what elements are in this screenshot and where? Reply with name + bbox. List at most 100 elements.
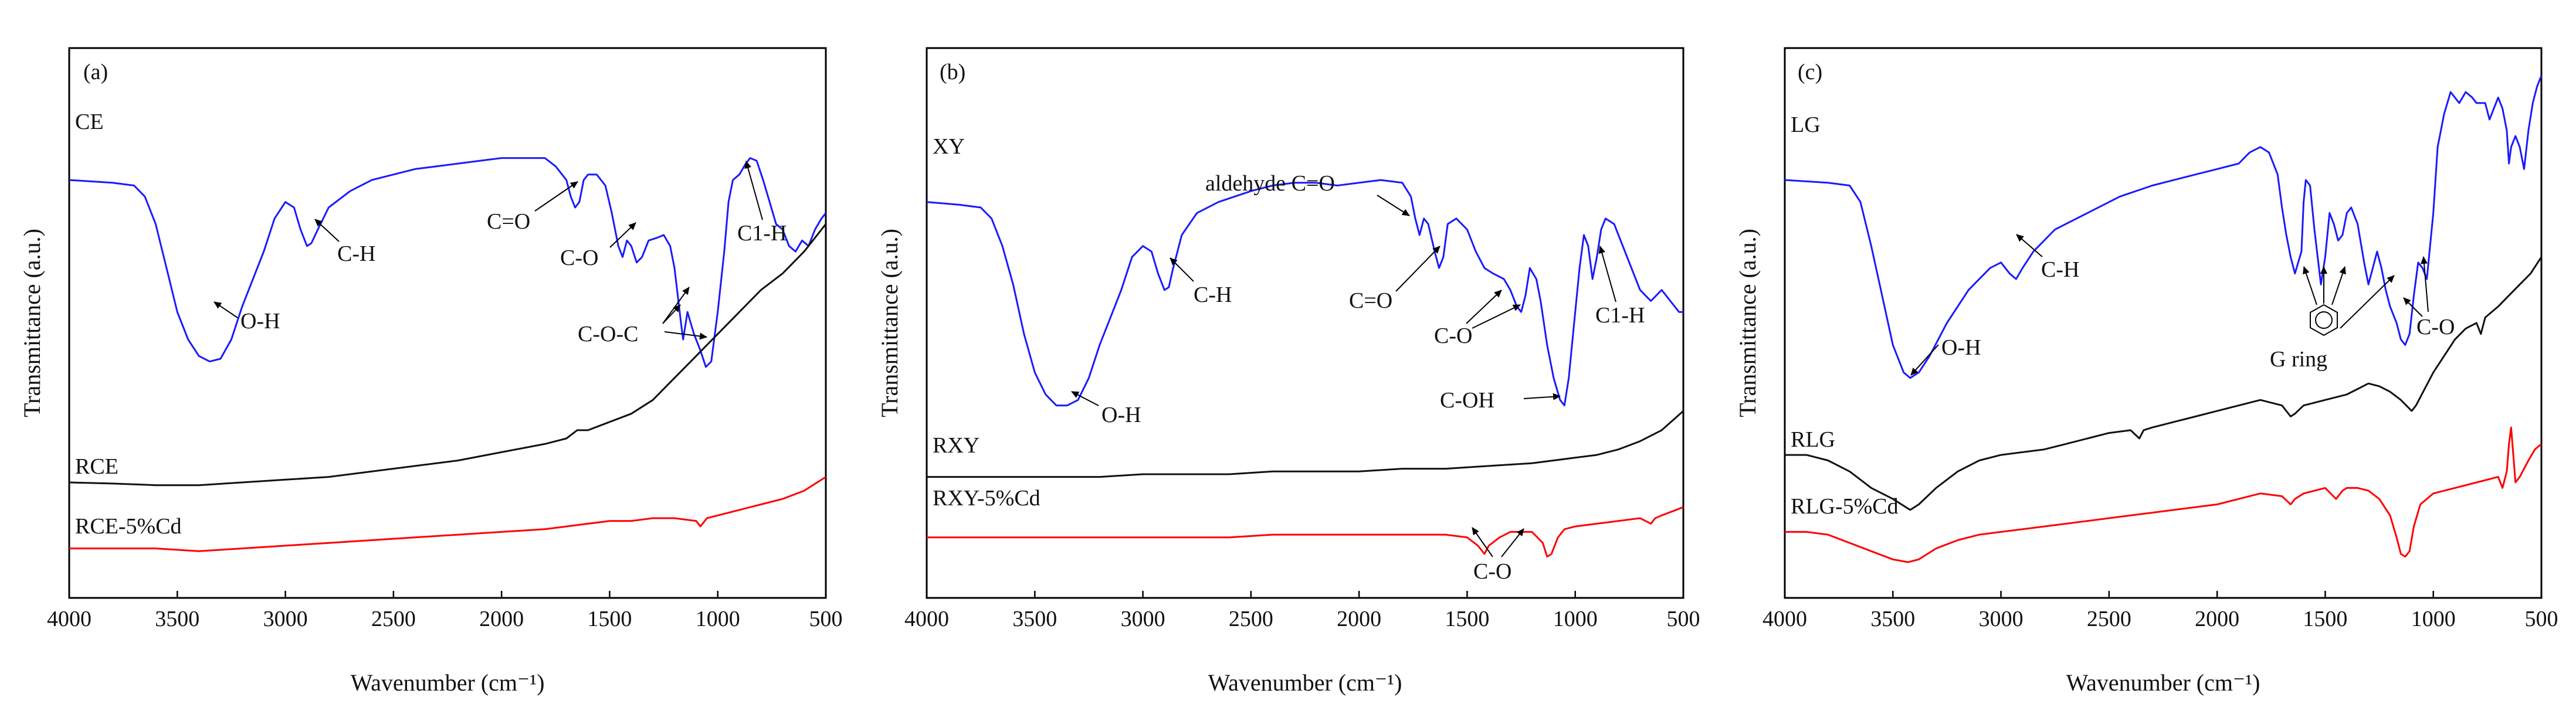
series-group-c [1784, 75, 2543, 563]
arrow-c1h-a [744, 161, 763, 220]
x-ticks-b: 4000 3500 3000 2500 2000 1500 1000 500 [904, 591, 1700, 631]
arrow-ch-c [2016, 234, 2043, 257]
curve-label-rce: RCE [75, 454, 118, 479]
x-ticks-c: 4000 3500 3000 2500 2000 1500 1000 500 [1762, 591, 2558, 631]
x-tick-label: 2500 [2087, 607, 2131, 631]
curve-label-lg: LG [1791, 113, 1821, 137]
arrow-gring-c-4 [2340, 275, 2395, 329]
arrow-co-b-2 [1472, 304, 1521, 329]
x-tick-label: 4000 [47, 607, 91, 631]
annotation-ch-a: C-H [337, 242, 375, 266]
benzene-ring-icon [2310, 304, 2338, 336]
x-tick-label: 1000 [2411, 607, 2456, 631]
annotation-co-b: C-O [1434, 324, 1472, 348]
panel-label-a: (a) [83, 60, 108, 84]
x-tick-label: 3500 [1012, 607, 1057, 631]
arrow-co-bottom-b-1 [1472, 527, 1493, 557]
arrow-coh-b [1523, 393, 1561, 400]
arrow-co-c-2 [2421, 256, 2429, 312]
annotation-aldehyde-b: aldehyde C=O [1205, 171, 1335, 196]
annotation-oh-a: O-H [240, 309, 280, 334]
panel-b: 4000 3500 3000 2500 2000 1500 1000 500 (b) Wave… [876, 47, 1700, 696]
arrow-gring-c-3 [2331, 266, 2346, 305]
arrow-ch-b [1170, 257, 1194, 282]
x-axis-title-c: Wavenumber (cm⁻¹) [2066, 669, 2260, 696]
annotation-coh-b: C-OH [1440, 388, 1494, 413]
panel-label-c: (c) [1798, 60, 1822, 84]
annotation-co-double-b: C=O [1349, 288, 1392, 313]
x-tick-label: 2500 [1229, 607, 1273, 631]
x-tick-label: 500 [2525, 607, 2558, 631]
plot-frame-c [1784, 47, 2543, 599]
x-tick-label: 2000 [479, 607, 524, 631]
x-axis-title-a: Wavenumber (cm⁻¹) [351, 669, 545, 696]
curve-label-rce-5cd: RCE-5%Cd [75, 514, 182, 539]
annotation-coc-a: C-O-C [578, 322, 638, 346]
arrow-co-b-1 [1466, 290, 1502, 324]
arrow-co-bottom-b-2 [1501, 528, 1524, 557]
annotation-oh-c: O-H [1941, 335, 1981, 360]
annotation-co-a: C-O [560, 246, 598, 270]
series-line-lg [1784, 75, 2543, 379]
x-tick-label: 2000 [1337, 607, 1381, 631]
y-axis-title-b: Transmittance (a.u.) [876, 229, 903, 417]
curve-label-rlg: RLG [1791, 427, 1835, 452]
series-line-ce [69, 157, 827, 368]
arrow-gring-c-1 [2303, 266, 2317, 305]
curve-label-rxy-5cd: RXY-5%Cd [933, 486, 1040, 511]
plot-frame-b [926, 47, 1684, 599]
arrow-co-c-1 [2403, 297, 2423, 317]
arrow-aldehyde-b [1377, 195, 1410, 216]
curve-label-ce: CE [75, 110, 104, 134]
annotation-ch-c: C-H [2041, 257, 2079, 282]
x-ticks-a: 4000 3500 3000 2500 2000 1500 1000 500 [47, 591, 843, 631]
arrow-co-double-a [534, 181, 578, 212]
y-axis-title-c: Transmittance (a.u.) [1734, 229, 1761, 417]
annotation-co-bottom-b: C-O [1473, 559, 1511, 584]
annotation-ch-b: C-H [1194, 283, 1232, 307]
arrow-c1h-b [1598, 246, 1616, 302]
x-tick-label: 4000 [1762, 607, 1807, 631]
series-group-a [69, 157, 827, 552]
x-tick-label: 3000 [1979, 607, 2023, 631]
arrow-coc-a-3 [664, 331, 707, 340]
series-line-rlg [1785, 256, 2543, 511]
x-tick-label: 2500 [371, 607, 416, 631]
x-tick-label: 2000 [2195, 607, 2239, 631]
curve-label-rlg-5cd: RLG-5%Cd [1791, 494, 1899, 519]
annotation-gring-c: G ring [2270, 347, 2327, 372]
x-tick-label: 1500 [1445, 607, 1489, 631]
arrow-co-double-b [1395, 246, 1440, 292]
series-line-rce [69, 223, 827, 487]
series-line-xy [926, 179, 1683, 407]
x-tick-label: 1000 [1553, 607, 1598, 631]
arrow-co-a [609, 222, 636, 248]
series-line-rxy-5-cd [927, 506, 1684, 558]
series-line-rxy [927, 410, 1684, 478]
annotation-c1h-a: C1-H [737, 221, 787, 246]
x-tick-label: 3000 [263, 607, 308, 631]
x-tick-label: 500 [1667, 607, 1700, 631]
annotation-oh-b: O-H [1101, 403, 1141, 427]
arrow-ch-a [314, 219, 340, 242]
panel-c: 4000 3500 3000 2500 2000 1500 1000 500 (c) Wave… [1734, 47, 2558, 696]
arrow-oh-b [1071, 391, 1099, 406]
curve-label-xy: XY [933, 134, 965, 159]
x-tick-label: 1000 [696, 607, 740, 631]
panel-label-b: (b) [940, 60, 965, 84]
x-tick-label: 500 [809, 607, 843, 631]
arrow-oh-c [1910, 344, 1939, 376]
series-line-rlg-5-cd [1785, 426, 2542, 563]
y-axis-title-a: Transmittance (a.u.) [19, 229, 45, 417]
x-tick-label: 3500 [155, 607, 199, 631]
x-axis-title-b: Wavenumber (cm⁻¹) [1208, 669, 1402, 696]
x-tick-label: 4000 [904, 607, 949, 631]
x-tick-label: 1500 [2303, 607, 2347, 631]
series-line-rce-5-cd [69, 476, 826, 552]
arrow-coc-a-2 [662, 287, 690, 324]
plot-frame-a [68, 47, 827, 599]
annotation-co-double-a: C=O [487, 209, 530, 234]
panel-a: 4000 3500 3000 2500 2000 1500 1000 500 (a) Wave… [19, 47, 843, 696]
arrow-oh-a [213, 301, 238, 318]
